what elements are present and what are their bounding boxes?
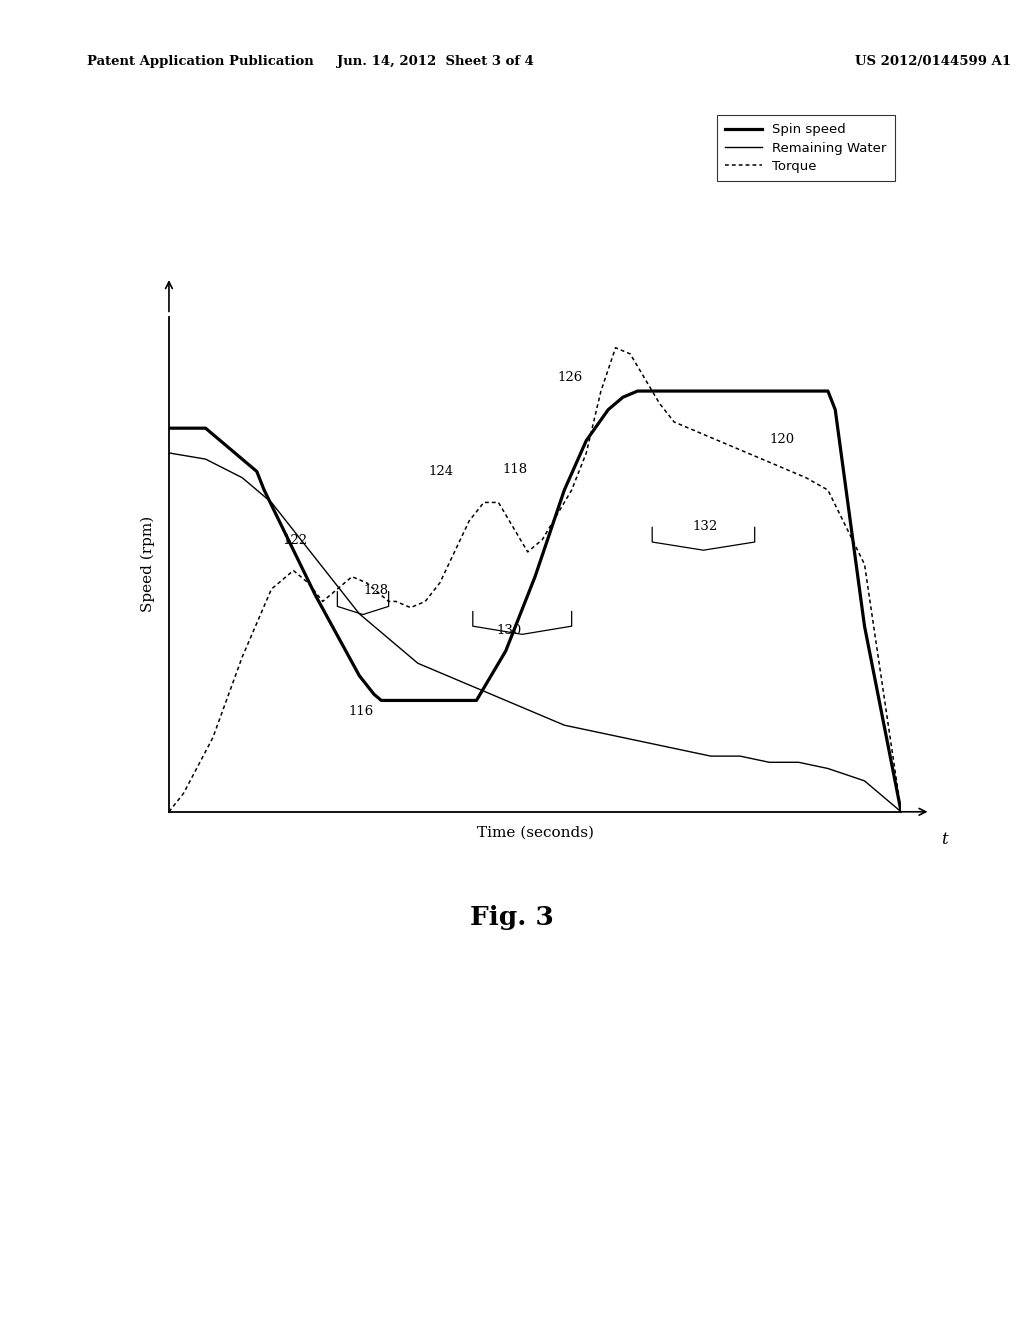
- Legend: Spin speed, Remaining Water, Torque: Spin speed, Remaining Water, Torque: [717, 115, 895, 181]
- Text: 116: 116: [348, 705, 374, 718]
- Text: 132: 132: [692, 520, 718, 533]
- Y-axis label: Speed (rpm): Speed (rpm): [140, 516, 155, 612]
- Text: 118: 118: [502, 463, 527, 475]
- Text: Patent Application Publication: Patent Application Publication: [87, 55, 313, 69]
- Text: 126: 126: [557, 371, 583, 384]
- Text: 120: 120: [769, 433, 795, 446]
- Text: 124: 124: [429, 465, 454, 478]
- Text: 130: 130: [497, 623, 522, 636]
- Text: US 2012/0144599 A1: US 2012/0144599 A1: [855, 55, 1011, 69]
- Text: 128: 128: [362, 583, 388, 597]
- Text: 122: 122: [283, 535, 307, 548]
- Text: Fig. 3: Fig. 3: [470, 906, 554, 929]
- X-axis label: Time (seconds): Time (seconds): [476, 826, 594, 840]
- Text: t: t: [941, 830, 948, 847]
- Text: Jun. 14, 2012  Sheet 3 of 4: Jun. 14, 2012 Sheet 3 of 4: [337, 55, 534, 69]
